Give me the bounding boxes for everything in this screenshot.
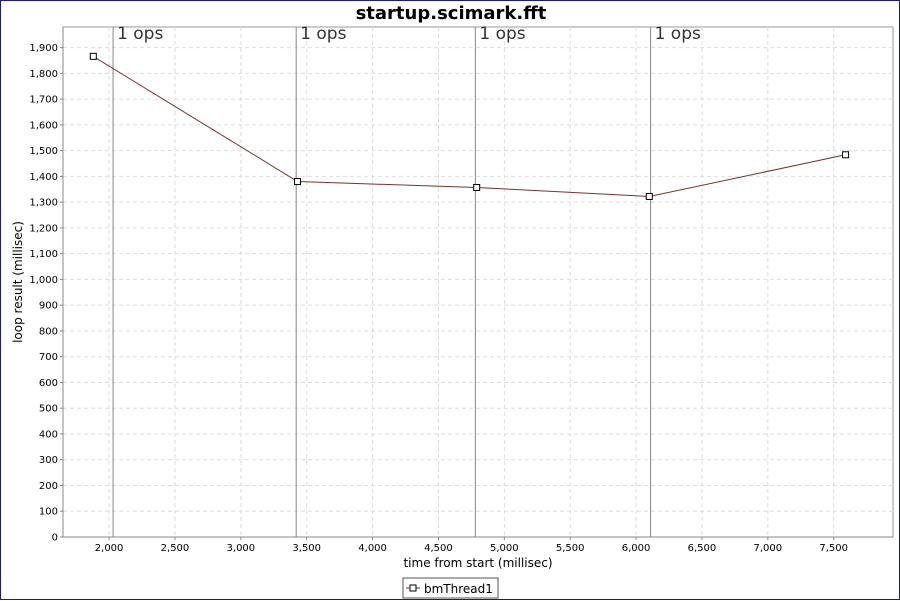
y-tick-label: 400 — [39, 429, 58, 440]
axes: 0 100 200 300 400 500 600 700 800 900 1,000 1,100 1,… — [29, 27, 893, 554]
marker-lines: 1 ops 1 ops 1 ops 1 ops — [112, 24, 701, 537]
y-tick-label: 1,200 — [29, 223, 58, 234]
data-point — [842, 151, 850, 159]
x-axis-label: time from start (millisec) — [403, 556, 552, 570]
x-tick-label: 4,000 — [358, 543, 387, 554]
data-point — [473, 183, 481, 191]
y-tick-label: 1,600 — [29, 120, 58, 131]
data-point — [645, 192, 653, 200]
marker-label: 1 ops — [117, 24, 163, 44]
y-tick-label: 1,100 — [29, 249, 58, 260]
y-tick-label: 500 — [39, 404, 58, 415]
y-tick-label: 1,700 — [29, 95, 58, 106]
grid-lines — [63, 27, 893, 537]
data-point — [89, 52, 97, 60]
y-tick-label: 700 — [39, 352, 58, 363]
series-group — [89, 52, 850, 200]
legend-box — [402, 577, 499, 599]
chart-title: startup.scimark.fft — [356, 3, 547, 24]
legend-square-marker-icon — [409, 584, 417, 592]
x-tick-label: 5,500 — [556, 543, 585, 554]
x-tick-label: 7,500 — [819, 543, 848, 554]
x-tick-label: 2,500 — [161, 543, 190, 554]
y-tick-label: 1,300 — [29, 198, 58, 209]
y-tick-label: 1,000 — [29, 275, 58, 286]
x-tick-label: 3,500 — [292, 543, 321, 554]
y-tick-label: 1,800 — [29, 69, 58, 80]
marker-label: 1 ops — [300, 24, 346, 44]
y-tick-label: 900 — [39, 301, 58, 312]
x-tick-label: 4,500 — [424, 543, 453, 554]
y-tick-label: 1,500 — [29, 146, 58, 157]
y-tick-label: 100 — [39, 507, 58, 518]
legend: bmThread1 — [402, 577, 499, 599]
marker-label: 1 ops — [655, 24, 701, 44]
y-tick-label: 1,900 — [29, 43, 58, 54]
y-tick-label: 1,400 — [29, 172, 58, 183]
x-tick-label: 3,000 — [227, 543, 256, 554]
y-tick-label: 600 — [39, 378, 58, 389]
y-tick-label: 300 — [39, 455, 58, 466]
x-tick-label: 6,000 — [622, 543, 651, 554]
x-tick-label: 5,000 — [490, 543, 519, 554]
data-point — [294, 178, 302, 186]
plot-area — [62, 26, 894, 538]
marker-label: 1 ops — [479, 24, 525, 44]
y-tick-label: 800 — [39, 326, 58, 337]
y-tick-label: 0 — [52, 533, 58, 544]
x-tick-label: 2,000 — [95, 543, 124, 554]
x-tick-label: 7,000 — [754, 543, 783, 554]
legend-entry-bmthread1: bmThread1 — [424, 582, 493, 596]
y-tick-label: 200 — [39, 481, 58, 492]
x-tick-label: 6,500 — [688, 543, 717, 554]
y-axis-label: loop result (millisec) — [11, 221, 25, 343]
